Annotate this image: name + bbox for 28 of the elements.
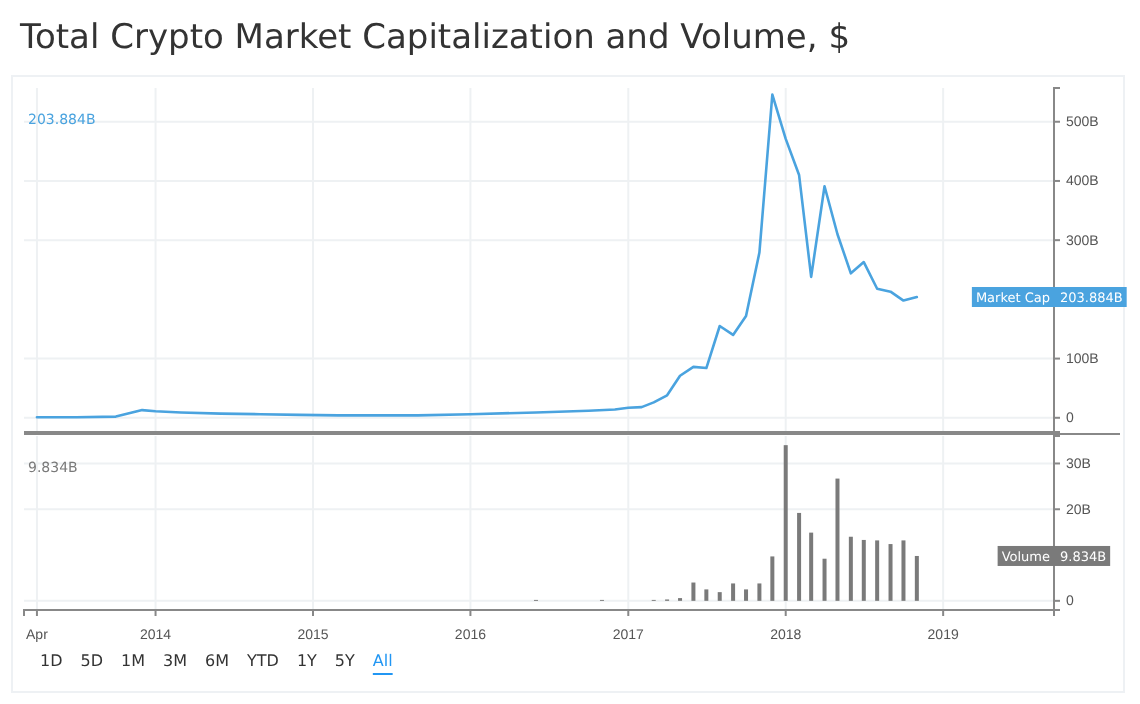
text: 1M <box>121 652 146 670</box>
bar <box>848 536 853 601</box>
bar <box>691 582 696 601</box>
bar <box>914 555 919 601</box>
bar <box>888 544 893 601</box>
bar <box>770 556 775 601</box>
bar <box>757 583 762 601</box>
bar <box>704 589 709 601</box>
bar <box>731 583 736 601</box>
text: 1D <box>40 652 63 670</box>
text: YTD <box>245 652 279 670</box>
bar <box>901 540 906 601</box>
text: All <box>372 652 393 670</box>
text: 6M <box>205 652 230 670</box>
bar <box>835 478 840 601</box>
text: 5Y <box>334 652 356 670</box>
bar <box>875 540 880 601</box>
bar <box>744 589 749 601</box>
bar <box>797 512 802 601</box>
text: 5D <box>80 652 103 670</box>
text: 3M <box>163 652 188 670</box>
text: 1Y <box>296 652 318 670</box>
bar <box>783 445 788 601</box>
chart-title: Total Crypto Market Capitalization and Volume, $ <box>18 18 851 58</box>
bar <box>809 532 814 601</box>
bar <box>861 539 866 601</box>
bar <box>822 558 827 601</box>
bar <box>717 592 722 601</box>
